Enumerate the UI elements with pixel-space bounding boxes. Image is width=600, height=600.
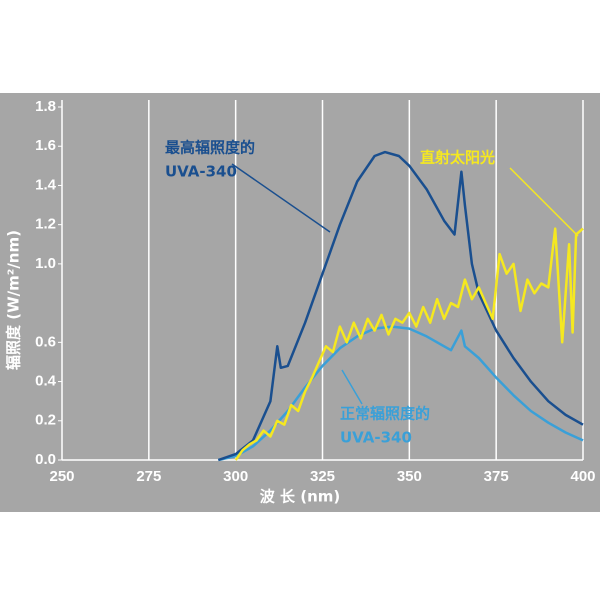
y-tick-label: 1.2 [35,216,56,233]
leader-line [341,369,363,405]
x-tick-label: 250 [49,468,74,485]
y-tick-label: 1.8 [35,98,56,115]
y-tick-label: 0.2 [35,412,56,429]
y-tick-label: 1.0 [35,255,56,272]
annotation: UVA-340 [340,429,412,447]
series [217,150,584,462]
y-tick-label: 1.4 [35,176,57,193]
x-tick-label: 275 [136,468,161,485]
annotation: 最高辐照度的 [165,139,255,157]
x-tick-label: 350 [397,468,422,485]
y-tick-label: 1.6 [35,137,56,154]
annotation: UVA-340 [165,163,237,181]
y-tick-label: 0.4 [35,373,57,390]
x-tick-label: 400 [570,468,595,485]
x-tick-label: 325 [310,468,335,485]
y-axis-label: 辐照度 (W/m²/nm) [5,230,23,370]
x-tick-label: 375 [484,468,509,485]
series-line [234,227,584,461]
leader-line [509,167,579,237]
plot-background [0,93,600,512]
leader-line [231,163,331,233]
x-axis-label: 波 长 (nm) [260,488,340,506]
series-line [217,150,584,462]
annotation: 直射太阳光 [420,149,495,167]
series-line [218,325,584,462]
y-tick-label: 0.0 [35,451,56,468]
x-tick-label: 300 [223,468,248,485]
annotation: 正常辐照度的 [340,405,430,423]
y-tick-label: 0.6 [35,333,56,350]
